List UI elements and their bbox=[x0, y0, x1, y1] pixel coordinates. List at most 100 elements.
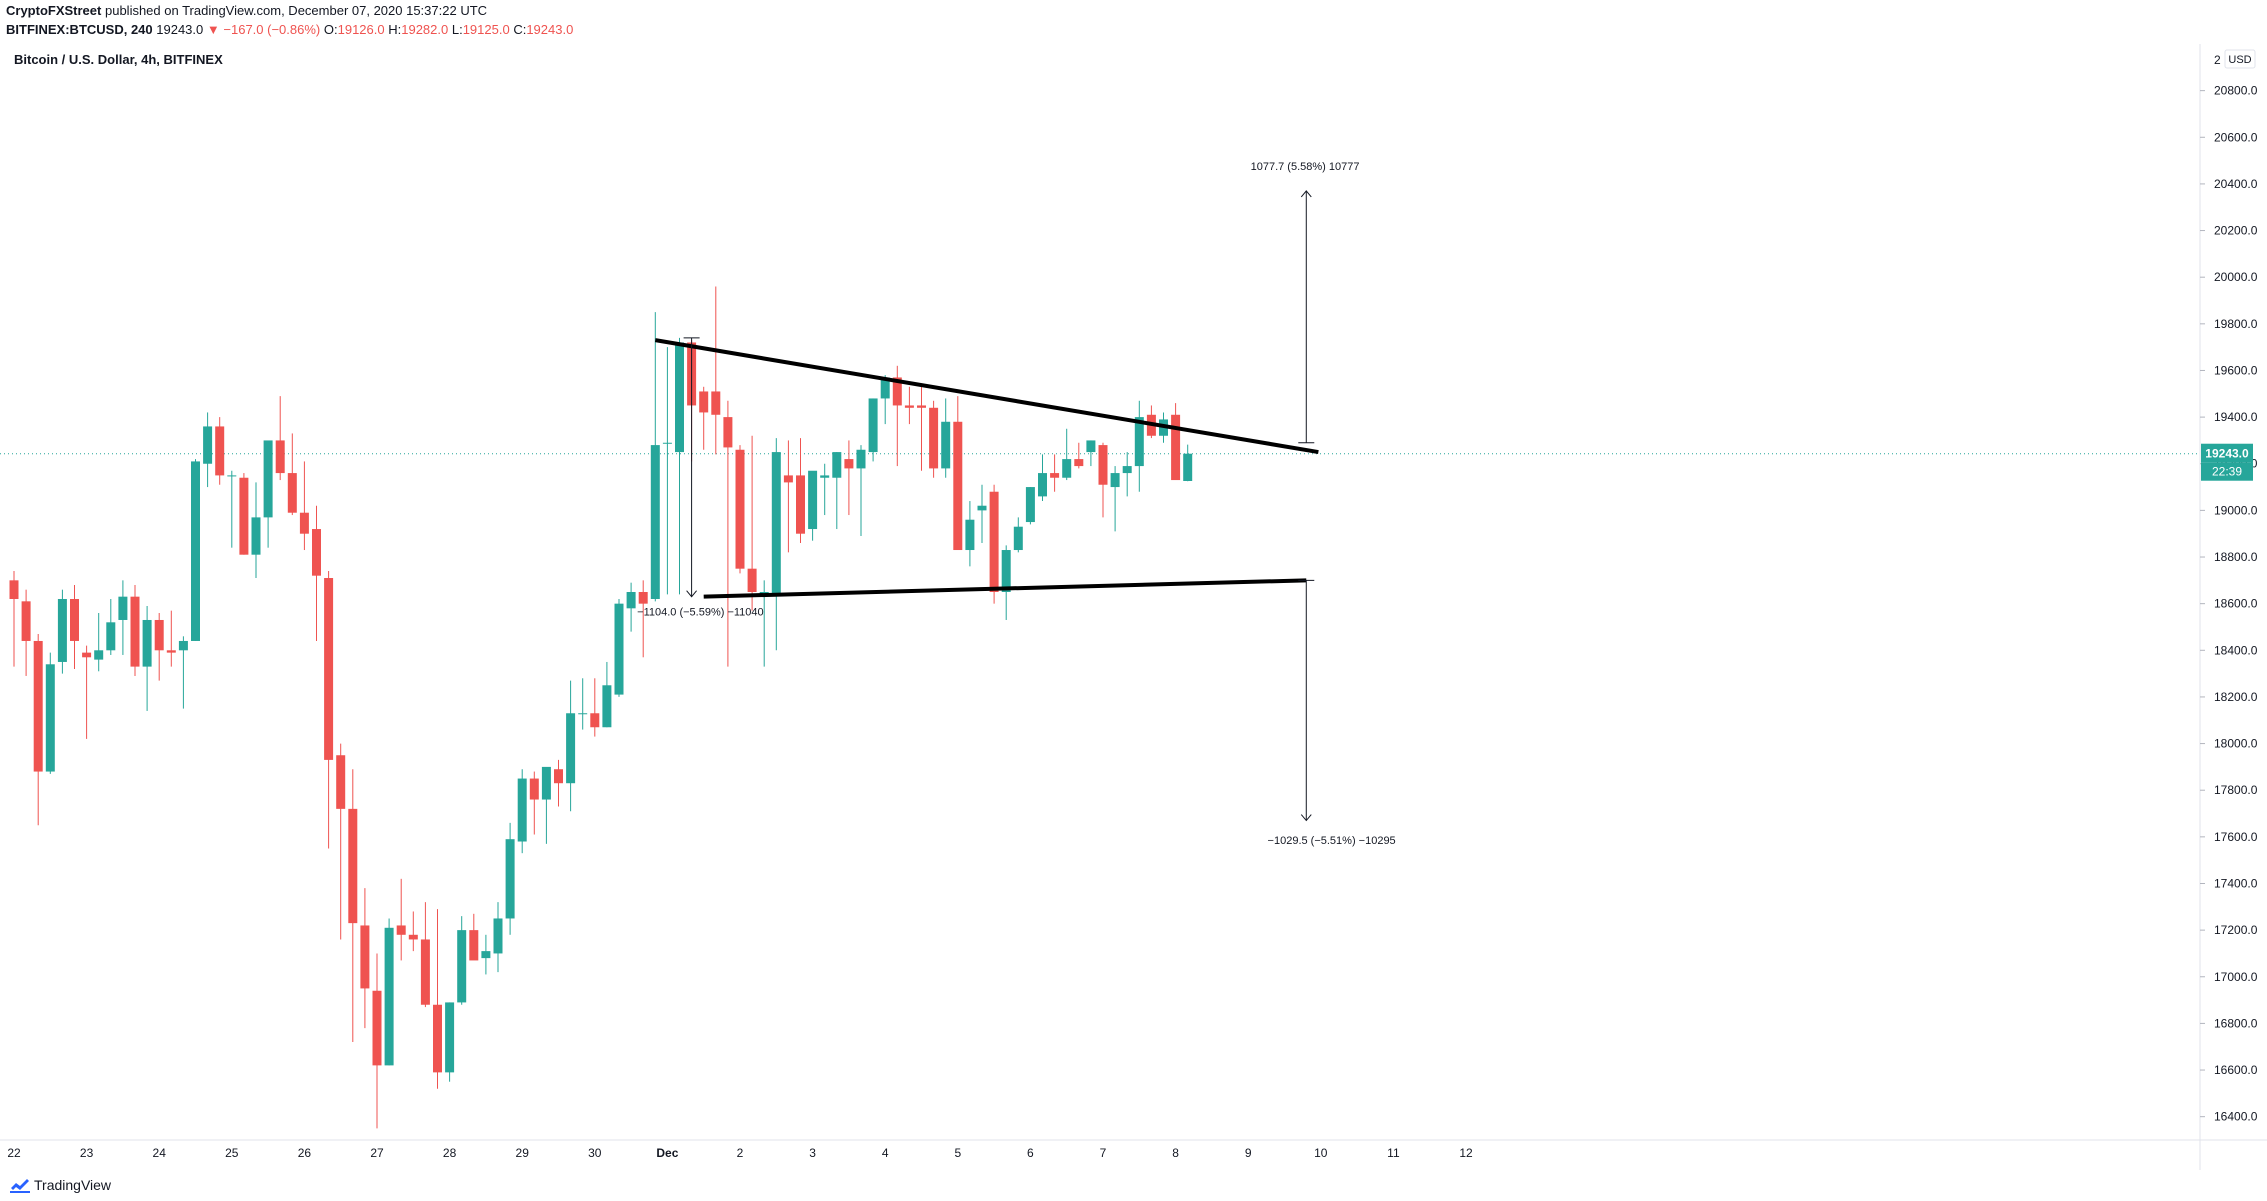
candle-up bbox=[771, 438, 781, 651]
header: CryptoFXStreet published on TradingView.… bbox=[0, 0, 2267, 44]
candle-body bbox=[529, 778, 539, 800]
candle-body bbox=[1122, 466, 1132, 474]
candle-up bbox=[965, 501, 975, 567]
candle-up bbox=[1110, 466, 1120, 532]
y-tick-label: 16400.0 bbox=[2214, 1110, 2258, 1124]
candle-body bbox=[590, 713, 600, 728]
publisher-name[interactable]: CryptoFXStreet bbox=[6, 3, 102, 18]
candle-body bbox=[1110, 473, 1120, 488]
time-axis[interactable]: 22 23 24 25 26 27 28 29 30 Dec 2 3 4 5 6 7 8 9 10 11 12 bbox=[7, 1146, 1473, 1160]
candle-down bbox=[360, 888, 370, 1029]
candle-body bbox=[1134, 417, 1144, 467]
x-tick-label: 23 bbox=[80, 1146, 94, 1160]
candle-body bbox=[554, 769, 563, 784]
candle-up bbox=[251, 482, 261, 579]
candle-body bbox=[723, 417, 733, 448]
candle-up bbox=[1025, 487, 1035, 525]
currency-badge[interactable] bbox=[2224, 49, 2256, 69]
candle-up bbox=[880, 375, 890, 425]
candle-body bbox=[348, 808, 358, 924]
price-tags-layer: 19243.0 22:39 bbox=[2201, 443, 2253, 481]
tradingview-logo-icon[interactable] bbox=[8, 1175, 32, 1195]
x-tick-label: 22 bbox=[7, 1146, 21, 1160]
candle-down bbox=[312, 505, 321, 641]
candle-down bbox=[299, 461, 309, 551]
candle-body bbox=[1098, 445, 1108, 485]
close-label: C: bbox=[513, 22, 527, 37]
candle-up bbox=[493, 902, 503, 973]
candle-body bbox=[408, 934, 418, 940]
y-tick-label: 16600.0 bbox=[2214, 1063, 2258, 1077]
y-tick-label: 17600.0 bbox=[2214, 830, 2258, 844]
countdown-label: 22:39 bbox=[2212, 465, 2242, 479]
candle-body bbox=[638, 592, 648, 604]
candle-body bbox=[977, 505, 987, 511]
candle-body bbox=[614, 603, 624, 695]
candle-body bbox=[917, 405, 926, 408]
x-tick-label: 12 bbox=[1459, 1146, 1473, 1160]
candle-body bbox=[1025, 487, 1035, 523]
price-axis[interactable]: 16400.0 16600.0 16800.0 17000.0 17200.0 17400… bbox=[2200, 49, 2258, 1124]
x-tick-label: 29 bbox=[516, 1146, 530, 1160]
y-tick-label: 20600.0 bbox=[2214, 130, 2258, 144]
candle-down bbox=[1050, 454, 1060, 492]
x-tick-label: 11 bbox=[1387, 1146, 1400, 1160]
candle-body bbox=[299, 512, 309, 534]
candle-body bbox=[868, 398, 878, 453]
candle-up bbox=[505, 822, 515, 935]
candle-body bbox=[21, 601, 31, 641]
candle-up bbox=[1183, 444, 1193, 482]
candle-body bbox=[433, 1004, 442, 1073]
candle-up bbox=[868, 398, 878, 462]
last-price-tag bbox=[2201, 443, 2253, 463]
lower-trendline[interactable] bbox=[703, 578, 1307, 599]
y-tick-label: 19400.0 bbox=[2214, 410, 2258, 424]
candle-body bbox=[541, 766, 551, 800]
candle-body bbox=[711, 391, 721, 415]
change-arrow-icon: ▼ bbox=[206, 22, 220, 37]
low-value: 19125.0 bbox=[462, 22, 510, 37]
candle-down bbox=[796, 438, 805, 544]
candle-body bbox=[215, 426, 225, 476]
footer: TradingView bbox=[0, 1170, 300, 1201]
high-value: 19282.0 bbox=[401, 22, 449, 37]
candle-body bbox=[1038, 473, 1047, 497]
candle-body bbox=[142, 619, 152, 667]
candle-up bbox=[517, 769, 527, 854]
tradingview-brand[interactable]: TradingView bbox=[34, 1177, 112, 1193]
candle-body bbox=[130, 596, 140, 667]
candle-down bbox=[348, 769, 358, 1043]
candle-up bbox=[445, 1002, 455, 1082]
candle-body bbox=[457, 930, 467, 1003]
candle-down bbox=[1074, 442, 1084, 469]
x-tick-label: 6 bbox=[1027, 1146, 1034, 1160]
candle-body bbox=[493, 918, 503, 954]
candle-down bbox=[638, 580, 648, 658]
candle-up bbox=[626, 582, 636, 632]
candle-down bbox=[747, 435, 757, 611]
candle-body bbox=[324, 578, 334, 760]
candle-up bbox=[94, 612, 104, 672]
pole-measure[interactable]: −1104.0 (−5.59%) −11040 bbox=[637, 337, 764, 618]
candle-body bbox=[287, 473, 297, 513]
upper-trendline[interactable] bbox=[654, 338, 1319, 455]
candle-down bbox=[239, 473, 249, 555]
x-tick-label: 30 bbox=[588, 1146, 602, 1160]
candle-up bbox=[45, 652, 55, 774]
target-down-measure[interactable]: −1029.5 (−5.51%) −10295 bbox=[1268, 579, 1396, 847]
candle-body bbox=[82, 652, 92, 658]
y-tick-label: 18800.0 bbox=[2214, 550, 2258, 564]
drawings-layer[interactable]: −1104.0 (−5.59%) −11040 1077.7 (5.58%) 10… bbox=[637, 161, 1396, 847]
candle-body bbox=[880, 377, 890, 399]
candle-down bbox=[590, 678, 600, 737]
candle-up bbox=[856, 445, 866, 537]
last-price-tag-label: 19243.0 bbox=[2205, 447, 2249, 461]
x-tick-label: 9 bbox=[1245, 1146, 1252, 1160]
target-up-measure[interactable]: 1077.7 (5.58%) 10777 bbox=[1251, 161, 1360, 444]
y-tick-label: 20800.0 bbox=[2214, 84, 2258, 98]
candle-body bbox=[1013, 526, 1023, 551]
candle-body bbox=[989, 491, 999, 592]
candles-layer bbox=[9, 286, 1193, 1129]
candle-up bbox=[1122, 452, 1132, 497]
